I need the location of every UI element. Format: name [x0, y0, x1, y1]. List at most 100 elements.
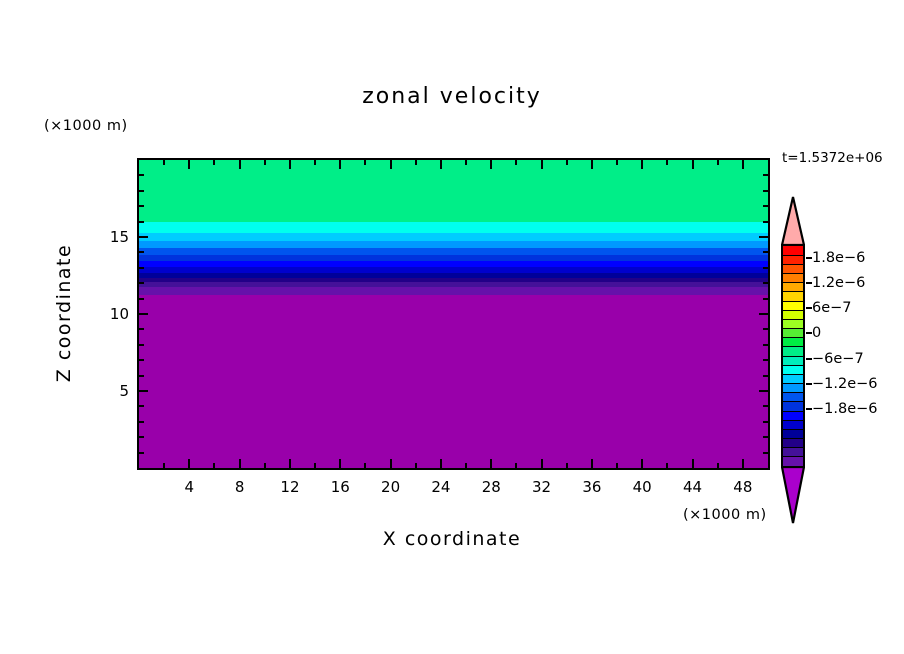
y-tick-minor — [139, 174, 144, 177]
x-tick-major-top — [490, 160, 493, 169]
colorbar-segment — [783, 420, 803, 430]
colorbar-tick-label: −6e−7 — [812, 350, 864, 367]
colorbar-segment-divider — [783, 282, 803, 284]
y-axis-units-label: (×1000 m) — [44, 118, 128, 134]
x-tick-major-top — [641, 160, 644, 169]
colorbar-tick-label: 6e−7 — [812, 300, 852, 316]
y-tick-minor — [139, 343, 144, 346]
contour-band — [139, 247, 768, 255]
y-tick-minor — [139, 220, 144, 223]
colorbar-segment-divider — [783, 447, 803, 449]
colorbar-tick-mark — [806, 382, 812, 385]
colorbar-segment — [783, 282, 803, 293]
colorbar-segment-divider — [783, 337, 803, 339]
colorbar-extend-high-arrow — [781, 196, 805, 246]
colorbar-segment-divider — [783, 273, 803, 274]
contour-band — [139, 281, 768, 287]
colorbar-segment-divider — [783, 328, 803, 329]
x-tick-major-top — [288, 160, 291, 169]
colorbar-segment-divider — [783, 291, 803, 293]
colorbar-tick-mark — [806, 257, 812, 259]
colorbar-tick-mark — [806, 332, 812, 334]
x-tick-major — [389, 459, 392, 468]
colorbar-segment — [783, 383, 803, 394]
x-tick-major — [439, 459, 442, 468]
contour-band — [139, 253, 768, 261]
x-tick-minor — [616, 463, 619, 468]
x-tick-label: 12 — [280, 478, 300, 496]
colorbar-segment — [783, 429, 803, 439]
contour-band — [139, 221, 768, 233]
page-title: zonal velocity — [362, 84, 542, 109]
x-tick-major — [288, 459, 291, 468]
x-tick-label: 16 — [330, 478, 350, 496]
colorbar-segment — [783, 328, 803, 339]
colorbar-extend-low-arrow — [781, 466, 805, 524]
colorbar-segment-divider — [783, 438, 803, 439]
colorbar-tick-mark — [806, 408, 812, 410]
y-tick-minor-right — [763, 282, 768, 285]
y-tick-minor-right — [763, 420, 768, 423]
colorbar-tick-label: 1.2e−6 — [812, 275, 866, 291]
colorbar-tick-label: −1.2e−6 — [812, 375, 878, 392]
x-axis-title: X coordinate — [382, 528, 522, 550]
y-tick-minor-right — [763, 251, 768, 254]
colorbar-segment-divider — [783, 401, 803, 403]
colorbar-segment-divider — [783, 309, 803, 311]
contour-band — [139, 260, 768, 267]
x-tick-minor — [515, 463, 518, 468]
colorbar-tick-label: 1.8e−6 — [812, 250, 866, 266]
x-tick-minor — [666, 463, 669, 468]
colorbar-segment — [783, 392, 803, 403]
x-tick-minor — [465, 463, 468, 468]
y-tick-minor — [139, 282, 144, 285]
colorbar-segment — [783, 301, 803, 311]
y-tick-minor — [139, 189, 144, 192]
colorbar-segment-divider — [783, 373, 803, 375]
colorbar-segment — [783, 337, 803, 348]
colorbar-segment — [783, 346, 803, 357]
x-tick-minor — [565, 463, 568, 468]
x-tick-major — [490, 459, 493, 468]
y-tick-minor — [139, 297, 144, 300]
y-tick-minor — [139, 405, 144, 408]
y-tick-minor-right — [763, 297, 768, 300]
colorbar-segment-divider — [783, 300, 803, 302]
x-tick-minor — [414, 463, 417, 468]
colorbar — [778, 196, 808, 526]
colorbar-segment-divider — [783, 364, 803, 366]
x-tick-major — [691, 459, 694, 468]
y-tick-minor — [139, 374, 144, 377]
colorbar-tick-mark — [806, 357, 812, 360]
y-tick-minor — [139, 251, 144, 254]
contour-band — [139, 277, 768, 283]
contour-band — [139, 240, 768, 249]
colorbar-segment — [783, 447, 803, 458]
y-tick-major — [139, 313, 148, 315]
x-tick-major-top — [188, 160, 191, 169]
x-tick-major-top — [540, 160, 543, 169]
x-tick-minor — [213, 463, 216, 468]
x-tick-major — [741, 459, 744, 468]
x-tick-major — [641, 459, 644, 468]
timestamp-annotation: t=1.5372e+06 — [782, 150, 883, 166]
colorbar-segment — [783, 374, 803, 384]
x-tick-major-top — [339, 160, 342, 169]
x-tick-major-top — [389, 160, 392, 169]
colorbar-segment-divider — [783, 346, 803, 348]
colorbar-segment — [783, 411, 803, 421]
x-tick-label: 44 — [682, 478, 703, 496]
colorbar-segment — [783, 291, 803, 302]
contour-band — [139, 286, 768, 295]
x-tick-minor — [364, 463, 367, 468]
colorbar-segment-divider — [783, 254, 803, 256]
x-tick-major — [590, 459, 593, 468]
x-tick-minor-top — [515, 160, 518, 165]
colorbar-segment-divider — [783, 419, 803, 421]
colorbar-segment — [783, 264, 803, 274]
contour-band — [139, 232, 768, 241]
colorbar-segment-divider — [783, 355, 803, 357]
y-tick-minor-right — [763, 328, 768, 331]
colorbar-segment — [783, 273, 803, 284]
contour-band — [139, 266, 768, 273]
